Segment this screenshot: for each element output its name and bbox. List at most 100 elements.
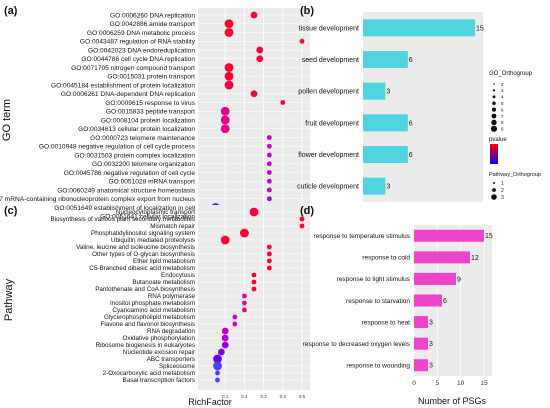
category-label: response to heat: [362, 319, 411, 326]
bar: [363, 114, 408, 132]
term-label: Spliceosome: [159, 363, 196, 370]
panel-c-marks: 0.1 0.2 0.3 0.4 0.5 Nucleocytoplasmic transpo…: [50, 205, 310, 399]
panel-d-label: (d): [300, 205, 314, 217]
data-point: [213, 354, 222, 364]
data-point: [242, 307, 247, 313]
data-point: [221, 334, 229, 342]
bar-value-label: 9: [457, 276, 461, 283]
data-point: [224, 63, 234, 72]
bar-value-label: 3: [386, 89, 390, 96]
term-label: Mismatch repair: [150, 223, 195, 230]
term-label: Flavone and flavonol biosynthesis: [100, 321, 195, 328]
legend-size-dot: [492, 101, 496, 105]
legend-size-dot: [491, 107, 497, 112]
data-point: [266, 178, 272, 184]
term-label: GO:0006261 DNA-dependent DNA replication: [61, 91, 195, 98]
legend-size-label: 3: [501, 88, 504, 93]
category-label: response to starvation: [346, 298, 410, 305]
data-point: [224, 71, 234, 81]
legend-size-dot: [491, 119, 497, 126]
term-label: GO:0051649 establishment of localization…: [54, 205, 195, 212]
data-point: [266, 143, 272, 149]
data-point: [266, 187, 272, 193]
legend-pathway-label: 2: [501, 188, 504, 194]
panel-a-label: (a): [4, 5, 18, 17]
legend-pathway-title: Pathway_Orthogroup: [489, 172, 541, 178]
panel-a-ylabel: GO term: [1, 99, 13, 141]
legend-pathway-label: 3: [501, 195, 504, 201]
legend-size-dot: [493, 83, 495, 85]
term-label: GO:0006259 DNA metabolic process: [87, 30, 196, 37]
legend-size-dot: [491, 113, 497, 119]
data-point: [221, 327, 229, 335]
term-label: GO:0042886 amide transport: [110, 21, 196, 28]
data-point: [266, 196, 272, 202]
category-label: response to light stimulus: [337, 276, 411, 283]
category-label: seed development: [302, 57, 359, 64]
data-point: [220, 115, 230, 125]
data-point: [240, 228, 249, 238]
data-point: [280, 100, 286, 105]
term-label: ABC transporters: [147, 356, 195, 363]
term-label: Pantothenate and CoA biosynthesis: [95, 286, 195, 293]
term-label: Valine, leucine and isoleucine biosynthe…: [76, 244, 195, 251]
data-point: [232, 321, 238, 327]
term-label: 2-Oxocarboxylic acid metabolism: [103, 370, 195, 377]
data-point: [217, 348, 225, 356]
term-label: Oxidative phosphorylation: [123, 335, 196, 342]
legend-pathway-label: 1: [501, 181, 504, 187]
bar: [414, 359, 428, 372]
term-label: C5-Branched dibasic acid metabolism: [89, 265, 195, 272]
data-point: [220, 106, 230, 116]
panel-a-marks: 0.10.20.30.40.5GO:0006260 DNA replicatio…: [0, 8, 310, 228]
data-point: [266, 258, 272, 264]
data-point: [266, 152, 272, 158]
term-label: GO:0000723 telomere maintenance: [90, 135, 195, 142]
term-label: Nucleotide excision repair: [123, 349, 195, 356]
term-label: GO:0009615 response to virus: [105, 100, 196, 107]
bar-value-label: 3: [386, 184, 390, 191]
panel-c-label: (c): [4, 205, 18, 217]
category-label: response to wounding: [346, 362, 410, 369]
bar-value-label: 6: [443, 298, 447, 305]
legend-size-label: 5: [501, 101, 504, 106]
term-label: Nucleocytoplasmic transport: [116, 209, 195, 216]
panel-b-label: (b): [300, 5, 314, 17]
data-point: [221, 341, 229, 349]
legend-size-label: 9: [501, 127, 504, 132]
bar: [414, 251, 470, 264]
legend-size-label: 4: [501, 95, 504, 100]
category-label: response to decreased oxygen levels: [303, 341, 411, 348]
data-point: [299, 38, 305, 44]
term-label: Inositol phosphate metabolism: [110, 300, 195, 307]
data-point: [299, 216, 305, 222]
x-tick-label: 0.5: [299, 394, 306, 399]
panel-c-ylabel: Pathway: [3, 278, 15, 321]
data-point: [224, 19, 234, 29]
panel-b-plot: [363, 12, 483, 202]
data-point: [213, 361, 222, 371]
legend-size-label: 2: [501, 82, 504, 87]
term-label: GO:0051028 mRNA transport: [109, 179, 196, 186]
data-point: [256, 55, 264, 63]
panel-b-marks: tissue development 15 seed development 6 pol…: [297, 19, 484, 195]
x-tick-label: 15: [480, 380, 488, 387]
legend-size-title: GO_Orthogroup: [489, 71, 533, 77]
panel-c-xlabel: RichFactor: [188, 397, 232, 407]
x-tick-label: 0.1: [222, 394, 229, 399]
data-point: [215, 377, 220, 383]
bar-value-label: 6: [409, 152, 413, 159]
bar-value-label: 15: [476, 25, 484, 32]
term-label: GO:0042023 DNA endoreduplication: [88, 47, 195, 54]
legend-pathway-dot: [491, 194, 497, 200]
data-point: [266, 161, 272, 167]
legend-size-dot: [492, 95, 496, 99]
panel-d-xlabel: Number of PSGs: [418, 396, 487, 406]
data-point: [266, 170, 272, 175]
bar-value-label: 3: [429, 363, 433, 370]
panel-a-plot: [198, 8, 310, 228]
bar: [414, 294, 442, 307]
bar: [363, 51, 408, 68]
data-point: [266, 265, 272, 271]
data-point: [251, 279, 257, 285]
